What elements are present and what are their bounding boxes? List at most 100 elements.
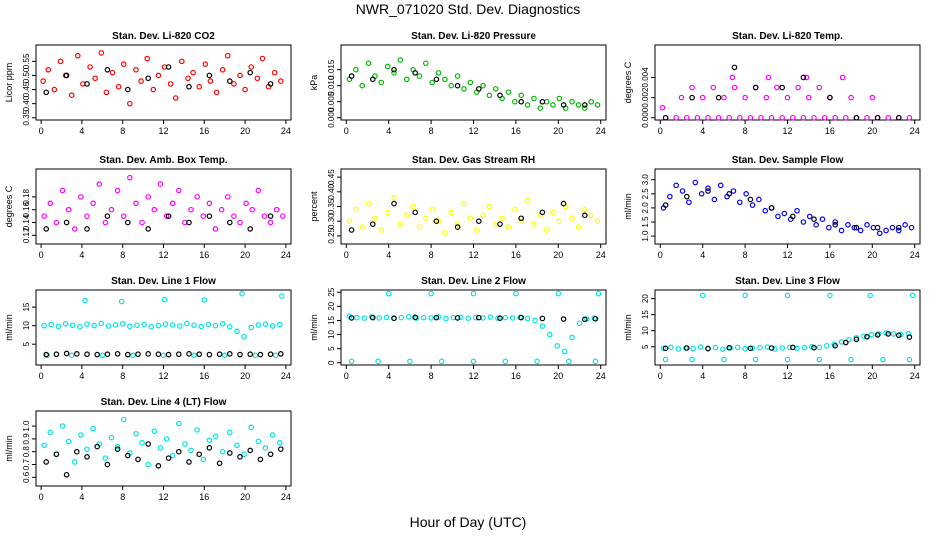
data-point bbox=[262, 445, 269, 451]
series-hourly bbox=[43, 441, 284, 478]
data-point bbox=[241, 451, 247, 458]
data-point bbox=[114, 351, 121, 357]
data-point bbox=[224, 52, 231, 59]
data-point bbox=[186, 459, 192, 465]
data-point bbox=[184, 320, 190, 327]
data-point bbox=[786, 344, 793, 351]
series-hourly bbox=[43, 64, 274, 96]
data-point bbox=[762, 207, 769, 214]
data-point bbox=[191, 352, 197, 359]
data-point bbox=[104, 461, 111, 468]
data-point bbox=[581, 105, 588, 111]
y-tick-label: 5 bbox=[327, 346, 336, 351]
chart-panel-1: Stan. Dev. Li-820 CO2 Licor ppm 0 4 8 12 16 20 2… bbox=[4, 31, 292, 136]
data-point bbox=[821, 114, 828, 121]
data-point bbox=[206, 445, 213, 451]
series-points bbox=[659, 74, 913, 121]
y-tick-label: 20 bbox=[641, 294, 650, 303]
data-point bbox=[133, 200, 139, 207]
x-tick-label: 8 bbox=[120, 492, 125, 502]
data-point bbox=[148, 323, 155, 330]
data-point bbox=[472, 314, 479, 321]
x-tick-label: 4 bbox=[79, 250, 84, 260]
data-point bbox=[742, 292, 748, 299]
data-point bbox=[595, 290, 602, 297]
y-tick-label: 0.010 bbox=[327, 75, 336, 96]
data-point bbox=[518, 98, 525, 105]
data-point bbox=[348, 315, 355, 321]
data-point bbox=[346, 218, 353, 224]
data-point bbox=[169, 200, 176, 207]
data-point bbox=[252, 352, 259, 359]
series-points bbox=[660, 179, 915, 237]
data-point bbox=[518, 218, 525, 224]
data-point bbox=[832, 114, 839, 121]
data-point bbox=[102, 455, 109, 461]
data-point bbox=[94, 351, 101, 358]
data-point bbox=[416, 73, 423, 79]
data-point bbox=[372, 215, 378, 222]
data-point bbox=[216, 460, 223, 467]
data-point bbox=[442, 76, 448, 83]
x-tick-label: 16 bbox=[199, 492, 209, 502]
x-tick-label: 12 bbox=[468, 371, 478, 381]
data-point bbox=[384, 209, 391, 216]
data-point bbox=[560, 316, 567, 322]
x-tick-label: 24 bbox=[910, 371, 920, 381]
data-point bbox=[99, 352, 106, 359]
data-point bbox=[90, 425, 96, 432]
data-point bbox=[133, 430, 139, 437]
data-point bbox=[412, 70, 419, 76]
series-points bbox=[346, 290, 602, 365]
series-hourly bbox=[662, 64, 902, 121]
data-point bbox=[561, 348, 568, 355]
data-point bbox=[752, 356, 759, 363]
y-axis-label: percent bbox=[309, 191, 319, 222]
data-point bbox=[269, 323, 276, 329]
data-point bbox=[895, 227, 902, 234]
data-point bbox=[869, 94, 876, 101]
data-point bbox=[581, 206, 588, 213]
data-point bbox=[227, 450, 233, 456]
data-point bbox=[428, 315, 434, 321]
data-point bbox=[397, 221, 404, 227]
data-point bbox=[757, 344, 763, 351]
data-point bbox=[518, 92, 525, 99]
data-point bbox=[198, 323, 205, 330]
x-tick-label: 20 bbox=[240, 371, 250, 381]
data-point bbox=[689, 84, 695, 91]
data-point bbox=[512, 98, 518, 105]
x-tick-label: 8 bbox=[120, 250, 125, 260]
data-point bbox=[575, 224, 582, 230]
data-point bbox=[219, 448, 226, 455]
x-tick-label: 4 bbox=[700, 126, 705, 136]
data-point bbox=[255, 438, 262, 445]
data-point bbox=[145, 226, 152, 232]
data-point bbox=[660, 345, 667, 352]
data-point bbox=[118, 298, 125, 305]
data-point bbox=[823, 342, 830, 349]
data-point bbox=[679, 188, 686, 194]
data-point bbox=[710, 84, 717, 91]
data-point bbox=[416, 224, 423, 230]
data-point bbox=[673, 114, 680, 121]
x-tick-label: 0 bbox=[39, 371, 44, 381]
data-point bbox=[151, 206, 158, 213]
x-tick-label: 8 bbox=[429, 126, 434, 136]
x-tick-label: 8 bbox=[120, 371, 125, 381]
data-point bbox=[359, 224, 366, 230]
data-point bbox=[190, 69, 196, 76]
data-point bbox=[145, 75, 152, 82]
data-point bbox=[524, 102, 531, 108]
data-point bbox=[155, 72, 162, 79]
data-point bbox=[480, 212, 486, 219]
x-tick-label: 0 bbox=[344, 250, 349, 260]
data-point bbox=[206, 200, 213, 207]
data-point bbox=[384, 63, 391, 70]
data-point bbox=[45, 67, 52, 73]
data-point bbox=[864, 114, 870, 121]
data-point bbox=[94, 443, 101, 450]
data-point bbox=[842, 114, 849, 121]
data-point bbox=[224, 194, 231, 200]
x-tick-label: 0 bbox=[39, 126, 44, 136]
